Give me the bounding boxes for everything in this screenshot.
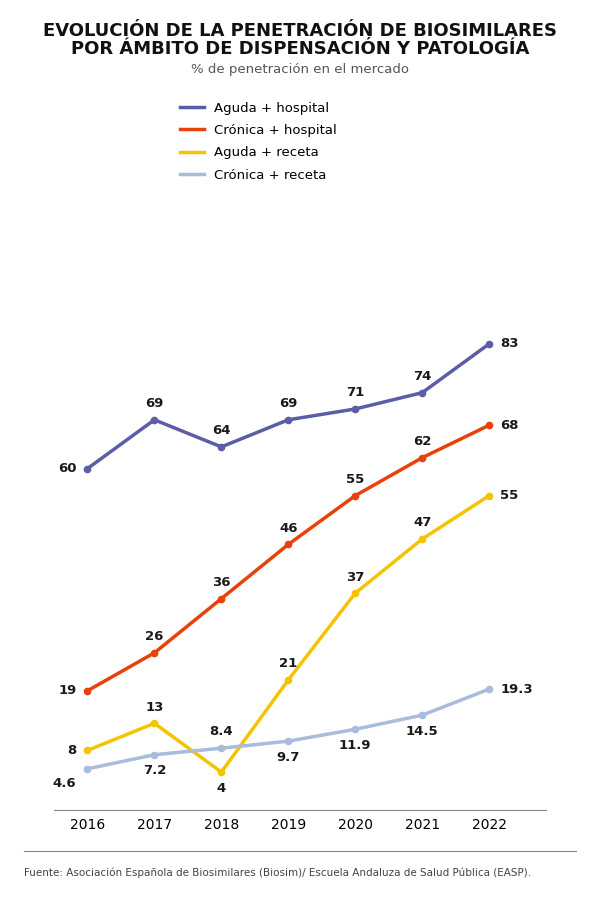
Text: POR ÁMBITO DE DISPENSACIÓN Y PATOLOGÍA: POR ÁMBITO DE DISPENSACIÓN Y PATOLOGÍA [71,40,529,58]
Text: Fuente: Asociación Española de Biosimilares (Biosim)/ Escuela Andaluza de Salud : Fuente: Asociación Española de Biosimila… [24,867,531,877]
Text: 36: 36 [212,576,230,589]
Text: 14.5: 14.5 [406,724,439,738]
Text: 11.9: 11.9 [339,739,371,752]
Text: 37: 37 [346,571,364,583]
Text: 21: 21 [279,657,298,670]
Text: 55: 55 [500,490,518,502]
Text: 19.3: 19.3 [500,682,533,696]
Text: 83: 83 [500,338,519,350]
Text: 9.7: 9.7 [277,751,300,764]
Text: 46: 46 [279,522,298,535]
Text: % de penetración en el mercado: % de penetración en el mercado [191,63,409,76]
Text: 8: 8 [67,744,76,757]
Text: 60: 60 [58,462,76,475]
Text: 8.4: 8.4 [209,725,233,739]
Text: 68: 68 [500,418,519,432]
Text: 69: 69 [279,397,298,410]
Text: 4: 4 [217,782,226,795]
Text: 13: 13 [145,700,164,714]
Text: 69: 69 [145,397,164,410]
Text: 47: 47 [413,517,431,529]
Text: 19: 19 [58,684,76,698]
Legend: Aguda + hospital, Crónica + hospital, Aguda + receta, Crónica + receta: Aguda + hospital, Crónica + hospital, Ag… [175,96,342,187]
Text: 71: 71 [346,386,364,400]
Text: 26: 26 [145,630,164,644]
Text: 7.2: 7.2 [143,764,166,778]
Text: 74: 74 [413,370,431,383]
Text: 55: 55 [346,473,364,486]
Text: EVOLUCIÓN DE LA PENETRACIÓN DE BIOSIMILARES: EVOLUCIÓN DE LA PENETRACIÓN DE BIOSIMILA… [43,22,557,40]
Text: 64: 64 [212,424,230,437]
Text: 4.6: 4.6 [53,777,76,790]
Text: 62: 62 [413,435,431,448]
